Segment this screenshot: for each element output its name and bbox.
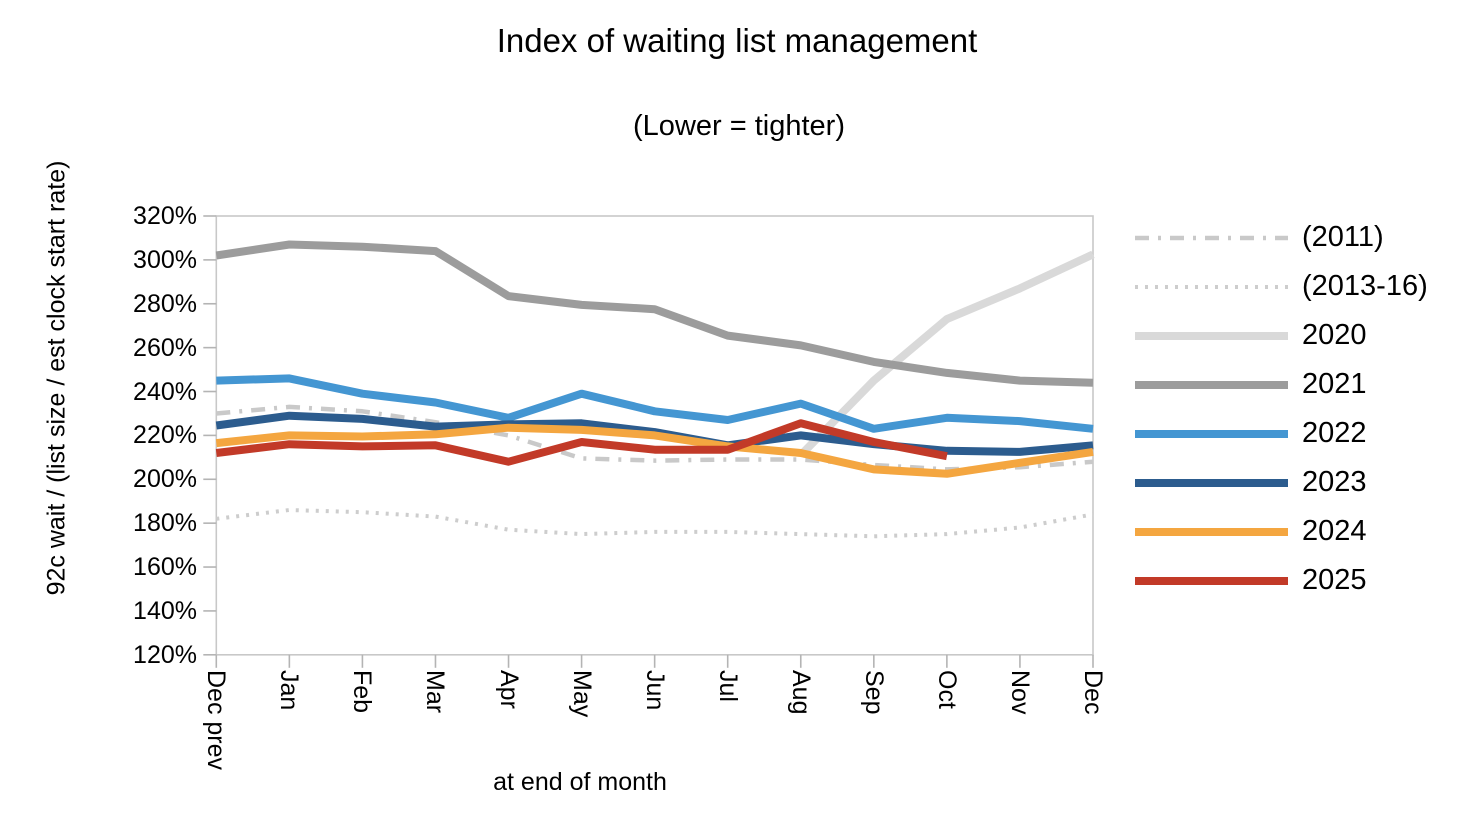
legend: (2011) (2013-16) 2020 2021 2022 2023 2024 2025 bbox=[1135, 213, 1428, 605]
y-tick-label: 280% bbox=[133, 289, 197, 318]
legend-item-2022: 2022 bbox=[1135, 409, 1428, 458]
x-tick-label: Aug bbox=[786, 670, 815, 715]
legend-label: 2020 bbox=[1302, 319, 1367, 351]
x-tick-label: Nov bbox=[1005, 670, 1034, 715]
chart-title: Index of waiting list management bbox=[496, 22, 978, 59]
x-tick-label: Dec prev bbox=[202, 670, 231, 771]
legend-item-2011: (2011) bbox=[1135, 213, 1428, 262]
legend-swatch-2022 bbox=[1135, 429, 1288, 438]
legend-item-2024: 2024 bbox=[1135, 507, 1428, 556]
legend-item-2013-16: (2013-16) bbox=[1135, 262, 1428, 311]
legend-swatch-2023 bbox=[1135, 478, 1288, 487]
legend-label: 2023 bbox=[1302, 466, 1367, 498]
legend-item-2020: 2020 bbox=[1135, 311, 1428, 360]
legend-item-2025: 2025 bbox=[1135, 556, 1428, 605]
series-line-2025 bbox=[215, 419, 948, 466]
y-tick-label: 240% bbox=[133, 377, 197, 406]
y-tick-label: 160% bbox=[133, 553, 197, 582]
x-tick-label: Apr bbox=[494, 670, 523, 709]
legend-label: 2025 bbox=[1302, 564, 1367, 596]
y-tick-label: 320% bbox=[133, 202, 197, 230]
legend-swatch-2025 bbox=[1135, 576, 1288, 585]
x-tick-label: Sep bbox=[859, 670, 888, 715]
series-line-2013-16 bbox=[216, 508, 1094, 539]
legend-swatch-2011 bbox=[1135, 235, 1288, 240]
y-tick-label: 140% bbox=[133, 596, 197, 625]
x-tick-label: Jun bbox=[640, 670, 669, 711]
legend-swatch-2020 bbox=[1135, 331, 1288, 340]
x-tick-label: Dec bbox=[1079, 670, 1107, 715]
legend-swatch-2021 bbox=[1135, 380, 1288, 389]
x-tick-label: Mar bbox=[421, 670, 450, 714]
legend-label: 2022 bbox=[1302, 417, 1367, 449]
y-tick-label: 180% bbox=[133, 509, 197, 538]
x-tick-label: Jan bbox=[275, 670, 304, 711]
legend-item-2023: 2023 bbox=[1135, 458, 1428, 507]
x-axis-label: at end of month bbox=[493, 768, 667, 796]
series-line-2022 bbox=[216, 374, 1094, 433]
x-tick-label: Feb bbox=[348, 670, 377, 714]
legend-label: 2021 bbox=[1302, 368, 1367, 400]
x-tick-label: Oct bbox=[932, 670, 961, 709]
chart-subtitle: (Lower = tighter) bbox=[633, 110, 845, 142]
series-line-2024 bbox=[215, 423, 1094, 478]
legend-swatch-2013-16 bbox=[1135, 284, 1288, 289]
x-tick-label: Jul bbox=[713, 670, 742, 702]
series-line-2021 bbox=[215, 240, 1094, 387]
y-tick-label: 200% bbox=[133, 465, 197, 494]
legend-label: (2011) bbox=[1302, 221, 1384, 253]
legend-label: 2024 bbox=[1302, 515, 1367, 547]
x-tick-label: May bbox=[567, 670, 596, 718]
series-line-2011 bbox=[216, 404, 1094, 472]
y-tick-label: 260% bbox=[133, 333, 197, 362]
y-tick-label: 120% bbox=[133, 640, 197, 669]
series-line-2020 bbox=[797, 250, 1095, 458]
legend-swatch-2024 bbox=[1135, 527, 1288, 536]
y-tick-label: 300% bbox=[133, 245, 197, 274]
y-tick-label: 220% bbox=[133, 421, 197, 450]
legend-label: (2013-16) bbox=[1302, 270, 1428, 302]
legend-item-2021: 2021 bbox=[1135, 360, 1428, 409]
